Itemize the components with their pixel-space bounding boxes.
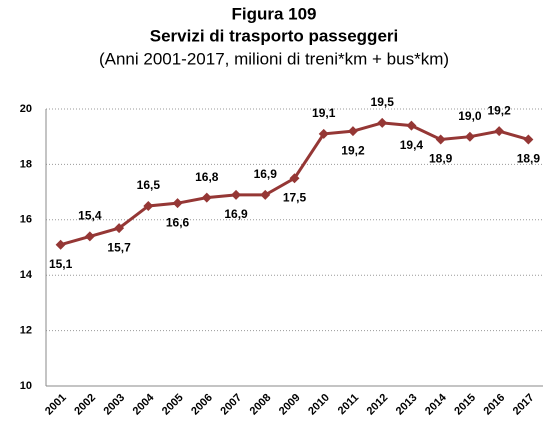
data-marker bbox=[377, 117, 388, 128]
x-tick-label: 2010 bbox=[306, 392, 332, 418]
data-marker bbox=[260, 189, 271, 200]
chart-title: Figura 109 bbox=[231, 4, 316, 23]
data-line bbox=[60, 121, 529, 247]
data-label: 16,5 bbox=[137, 178, 161, 192]
x-tick-label: 2007 bbox=[218, 392, 244, 418]
data-label: 19,2 bbox=[487, 103, 511, 117]
y-tick-label: 18 bbox=[20, 158, 32, 170]
data-label: 16,9 bbox=[254, 167, 278, 181]
x-tick-label: 2001 bbox=[43, 392, 69, 418]
data-label: 19,2 bbox=[341, 143, 365, 157]
y-tick-label: 14 bbox=[20, 269, 33, 281]
y-tick-label: 12 bbox=[20, 325, 32, 337]
data-label: 16,9 bbox=[224, 207, 248, 221]
data-marker bbox=[406, 120, 417, 131]
y-tick-label: 20 bbox=[20, 103, 32, 115]
data-marker bbox=[172, 198, 183, 209]
data-label: 17,5 bbox=[283, 190, 307, 204]
data-marker bbox=[289, 173, 300, 184]
x-tick-label: 2016 bbox=[482, 392, 508, 418]
x-tick-label: 2005 bbox=[160, 392, 186, 418]
chart-note: (Anni 2001-2017, milioni di treni*km + b… bbox=[99, 49, 449, 68]
x-tick-label: 2009 bbox=[277, 392, 303, 418]
data-marker bbox=[201, 192, 212, 203]
data-marker bbox=[318, 128, 329, 139]
data-marker bbox=[435, 134, 446, 145]
data-marker bbox=[494, 126, 505, 137]
data-marker bbox=[464, 131, 475, 142]
data-label: 15,7 bbox=[107, 240, 131, 254]
x-tick-label: 2015 bbox=[452, 392, 478, 418]
x-tick-label: 2008 bbox=[248, 392, 274, 418]
data-label: 19,4 bbox=[400, 138, 424, 152]
data-marker bbox=[84, 231, 95, 242]
data-marker bbox=[231, 189, 242, 200]
data-marker bbox=[347, 126, 358, 137]
y-tick-label: 10 bbox=[20, 380, 32, 392]
data-marker bbox=[523, 134, 534, 145]
data-label: 15,4 bbox=[78, 209, 102, 223]
x-tick-label: 2006 bbox=[189, 392, 215, 418]
x-tick-label: 2014 bbox=[423, 391, 449, 417]
data-label: 19,1 bbox=[312, 106, 336, 120]
data-label: 19,0 bbox=[458, 109, 482, 123]
data-label: 16,6 bbox=[166, 215, 190, 229]
x-tick-label: 2002 bbox=[72, 392, 98, 418]
data-marker bbox=[114, 223, 125, 234]
chart-subtitle: Servizi di trasporto passeggeri bbox=[150, 26, 398, 45]
data-marker bbox=[143, 200, 154, 211]
data-label: 16,8 bbox=[195, 170, 219, 184]
data-label: 18,9 bbox=[429, 152, 453, 166]
x-tick-label: 2017 bbox=[511, 392, 537, 418]
x-tick-label: 2003 bbox=[101, 392, 127, 418]
x-tick-label: 2013 bbox=[394, 392, 420, 418]
x-tick-label: 2011 bbox=[336, 392, 361, 417]
x-tick-label: 2004 bbox=[131, 391, 157, 417]
y-tick-label: 16 bbox=[20, 214, 32, 226]
data-label: 15,1 bbox=[49, 257, 73, 271]
data-label: 19,5 bbox=[371, 95, 395, 109]
data-label: 18,9 bbox=[517, 152, 541, 166]
x-tick-label: 2012 bbox=[365, 392, 391, 418]
data-marker bbox=[55, 239, 66, 250]
